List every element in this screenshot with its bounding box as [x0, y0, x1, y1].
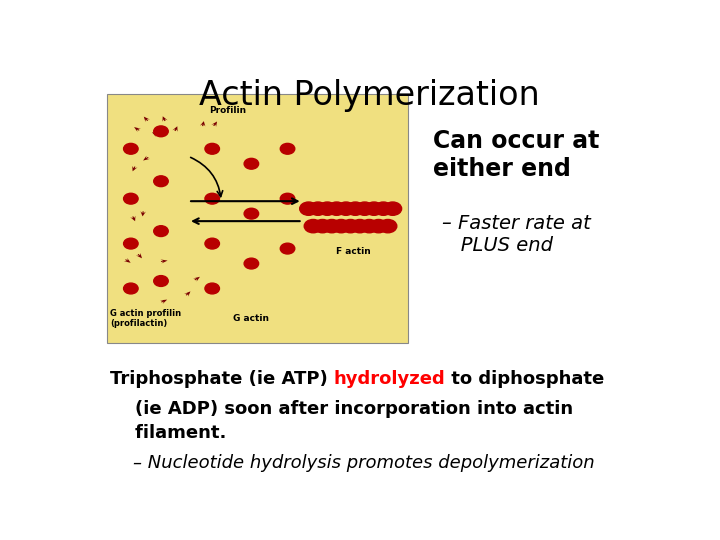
Circle shape — [154, 275, 168, 286]
Circle shape — [374, 202, 392, 215]
Text: Actin Polymerization: Actin Polymerization — [199, 79, 539, 112]
Circle shape — [244, 258, 258, 269]
Text: G actin profilin
(profilactin): G actin profilin (profilactin) — [109, 309, 181, 328]
Polygon shape — [140, 211, 146, 217]
Circle shape — [280, 193, 294, 204]
Text: Can occur at
either end: Can occur at either end — [433, 129, 600, 181]
Polygon shape — [144, 117, 150, 122]
Polygon shape — [163, 116, 168, 122]
Text: (ie ADP) soon after incorporation into actin: (ie ADP) soon after incorporation into a… — [109, 400, 572, 417]
Circle shape — [341, 219, 359, 233]
Text: – Faster rate at
   PLUS end: – Faster rate at PLUS end — [441, 214, 590, 255]
Polygon shape — [152, 132, 159, 137]
Circle shape — [309, 202, 327, 215]
Polygon shape — [161, 259, 168, 264]
Circle shape — [205, 283, 220, 294]
Text: Triphosphate (ie ATP): Triphosphate (ie ATP) — [109, 370, 333, 388]
Circle shape — [305, 219, 322, 233]
Circle shape — [313, 219, 331, 233]
Circle shape — [318, 202, 336, 215]
Text: filament.: filament. — [109, 424, 226, 442]
Circle shape — [328, 202, 346, 215]
Polygon shape — [143, 156, 150, 160]
Polygon shape — [132, 166, 138, 171]
FancyBboxPatch shape — [107, 94, 408, 343]
Circle shape — [323, 219, 341, 233]
Circle shape — [124, 144, 138, 154]
Text: Profilin: Profilin — [209, 106, 246, 116]
Circle shape — [365, 202, 383, 215]
Circle shape — [124, 193, 138, 204]
Circle shape — [300, 202, 318, 215]
Circle shape — [124, 238, 138, 249]
Text: hydrolyzed: hydrolyzed — [333, 370, 445, 388]
Circle shape — [337, 202, 355, 215]
Circle shape — [351, 219, 369, 233]
Polygon shape — [184, 292, 191, 296]
Circle shape — [346, 202, 364, 215]
Circle shape — [124, 283, 138, 294]
Polygon shape — [136, 253, 142, 258]
Circle shape — [280, 243, 294, 254]
Circle shape — [280, 144, 294, 154]
Circle shape — [244, 158, 258, 169]
Polygon shape — [124, 258, 130, 263]
Polygon shape — [200, 121, 205, 126]
Circle shape — [205, 144, 220, 154]
Text: G actin: G actin — [233, 314, 269, 323]
Circle shape — [360, 219, 378, 233]
Circle shape — [384, 202, 402, 215]
Circle shape — [154, 126, 168, 137]
Polygon shape — [134, 127, 141, 132]
Circle shape — [205, 193, 220, 204]
Circle shape — [154, 226, 168, 237]
Polygon shape — [172, 126, 178, 132]
Polygon shape — [193, 277, 200, 281]
Circle shape — [332, 219, 350, 233]
Circle shape — [154, 176, 168, 187]
Circle shape — [379, 219, 397, 233]
Polygon shape — [160, 300, 167, 304]
Circle shape — [369, 219, 387, 233]
Circle shape — [205, 238, 220, 249]
Text: to diphosphate: to diphosphate — [445, 370, 605, 388]
Polygon shape — [211, 122, 217, 127]
Text: – Nucleotide hydrolysis promotes depolymerization: – Nucleotide hydrolysis promotes depolym… — [109, 454, 594, 471]
Circle shape — [356, 202, 374, 215]
Polygon shape — [130, 216, 135, 221]
Text: F actin: F actin — [336, 247, 372, 256]
Circle shape — [244, 208, 258, 219]
